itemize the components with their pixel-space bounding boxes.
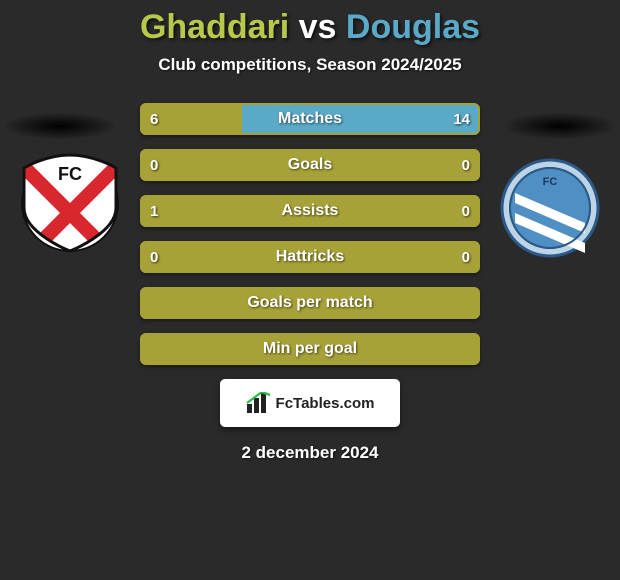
stat-value-left: 6 xyxy=(150,103,158,135)
page-title: Ghaddari vs Douglas xyxy=(0,0,620,47)
stat-value-left: 1 xyxy=(150,195,158,227)
stat-label: Min per goal xyxy=(140,333,480,365)
vs-text: vs xyxy=(299,8,337,46)
svg-text:FC: FC xyxy=(58,164,82,184)
stat-value-left: 0 xyxy=(150,241,158,273)
stat-label: Assists xyxy=(140,195,480,227)
club-badge-left: FC xyxy=(20,153,120,253)
player2-name: Douglas xyxy=(346,8,480,46)
footer-date: 2 december 2024 xyxy=(0,443,620,463)
stat-row: Assists1 0 xyxy=(140,195,480,227)
stat-row: Goals per match xyxy=(140,287,480,319)
stat-label: Hattricks xyxy=(140,241,480,273)
subtitle: Club competitions, Season 2024/2025 xyxy=(0,55,620,75)
eindhoven-badge-icon: FC xyxy=(500,158,600,258)
stat-label: Matches xyxy=(140,103,480,135)
shadow-left xyxy=(5,113,115,139)
stat-value-right: 0 xyxy=(462,195,470,227)
stat-value-left: 0 xyxy=(150,149,158,181)
stat-row: Goals0 0 xyxy=(140,149,480,181)
stat-label: Goals per match xyxy=(140,287,480,319)
fctables-logo-icon xyxy=(246,392,272,414)
utrecht-badge-icon: FC xyxy=(20,153,120,253)
stat-value-right: 0 xyxy=(462,149,470,181)
stat-row: Min per goal xyxy=(140,333,480,365)
comparison-stage: FC FC Matches614Goals00Assists10Hattrick… xyxy=(0,103,620,365)
brand-text: FcTables.com xyxy=(276,395,375,412)
stat-row: Hattricks0 0 xyxy=(140,241,480,273)
svg-text:FC: FC xyxy=(543,176,558,188)
stat-value-right: 14 xyxy=(453,103,470,135)
brand-badge[interactable]: FcTables.com xyxy=(220,379,400,427)
stat-label: Goals xyxy=(140,149,480,181)
player1-name: Ghaddari xyxy=(140,8,289,46)
stat-value-right: 0 xyxy=(462,241,470,273)
shadow-right xyxy=(505,113,615,139)
stat-rows: Matches614Goals00Assists10Hattricks00Goa… xyxy=(140,103,480,365)
stat-row: Matches6 14 xyxy=(140,103,480,135)
club-badge-right: FC xyxy=(500,158,600,258)
